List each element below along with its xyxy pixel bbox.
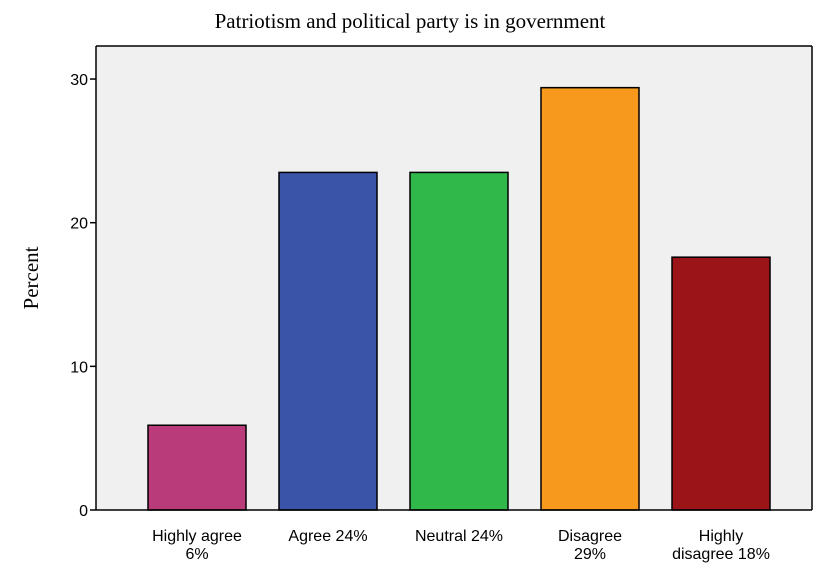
x-category-label-3-1: 29% (574, 546, 606, 563)
bars-group (147, 86, 771, 511)
y-axis-label: Percent (19, 246, 43, 309)
y-tick-label-10: 10 (70, 359, 88, 376)
x-category-label-4-1: disagree 18% (672, 546, 770, 563)
x-category-label-0-1: 6% (185, 546, 208, 563)
bar-3 (540, 86, 640, 511)
y-tick-label-0: 0 (79, 503, 88, 520)
x-category-label-3-0: Disagree (558, 528, 622, 545)
bar-0 (147, 424, 247, 511)
bar-2 (409, 171, 509, 511)
x-category-label-1-0: Agree 24% (288, 528, 367, 545)
y-tick-label-20: 20 (70, 216, 88, 233)
bar-4 (671, 256, 771, 511)
chart-title: Patriotism and political party is in gov… (215, 9, 606, 33)
axes-group (95, 45, 813, 511)
x-category-label-0-0: Highly agree (152, 528, 242, 545)
y-tick-label-30: 30 (70, 72, 88, 89)
x-category-label-4-0: Highly (699, 528, 743, 545)
x-category-label-2-0: Neutral 24% (415, 528, 503, 545)
y-ticks-group: 0 10 20 30 (70, 72, 96, 520)
bar-1 (278, 171, 378, 511)
